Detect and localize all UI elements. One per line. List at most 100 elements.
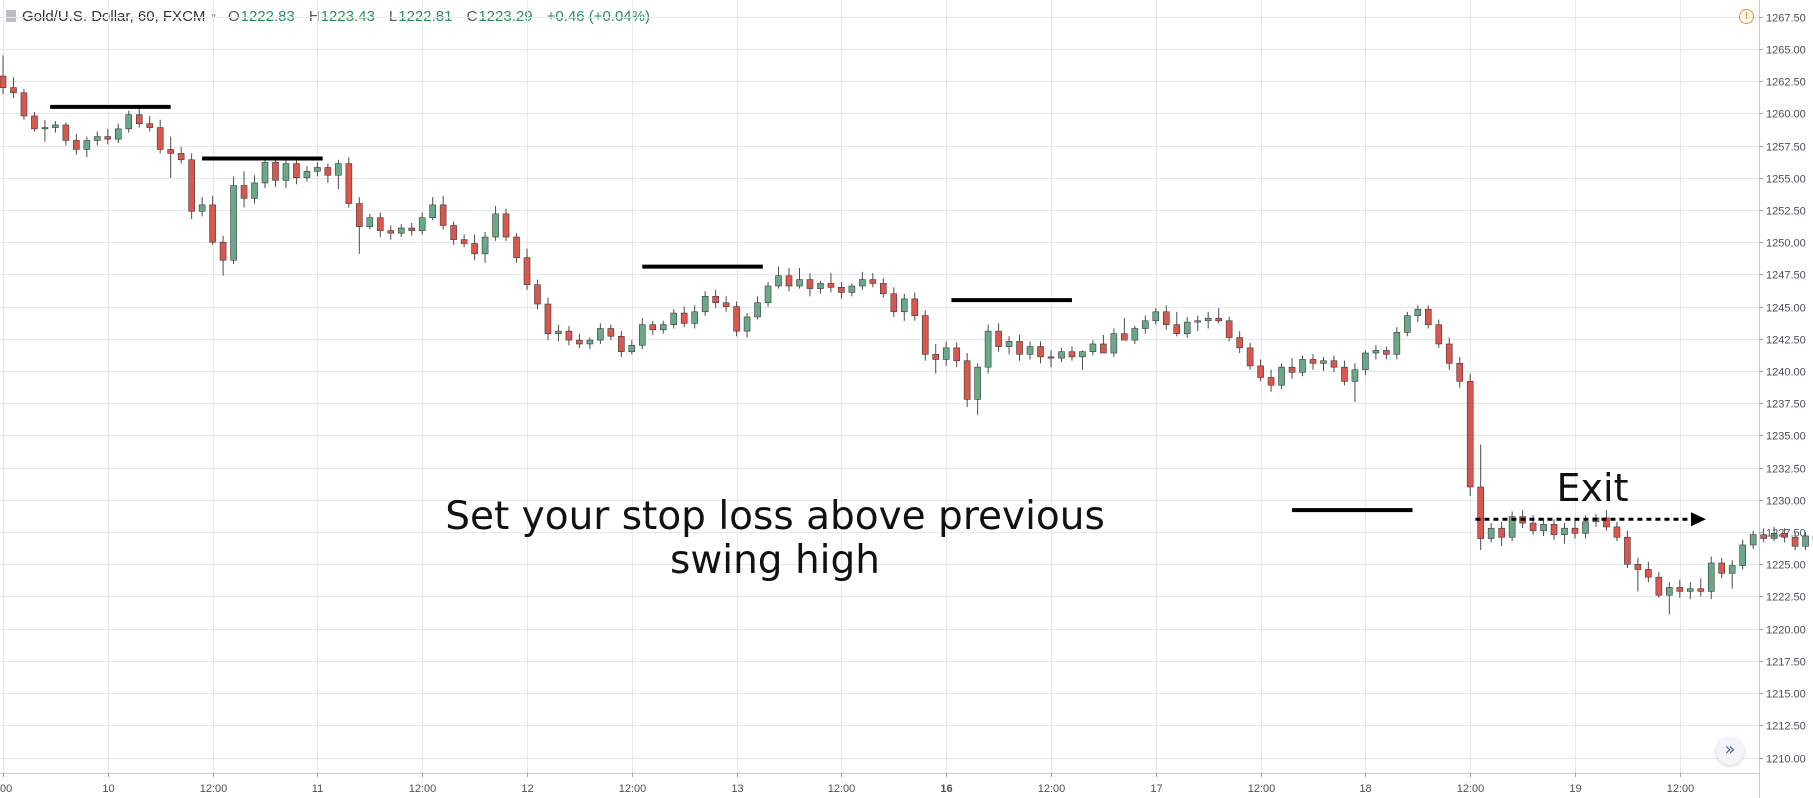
candle-down [1162,311,1170,325]
price-tick-label: 1267.50 [1766,13,1806,25]
price-tick-label: 1237.50 [1766,399,1806,411]
candle-up [1393,332,1401,355]
open-value: 1222.83 [240,7,295,25]
symbol-square-icon [6,10,16,22]
candle-down [680,312,688,324]
candle-up [1508,516,1516,538]
candle-up [1152,311,1160,322]
time-tick-label: 10 [102,783,114,795]
candle-down [869,279,877,284]
candle-down [1257,365,1264,378]
price-tick-label: 1262.50 [1766,77,1806,89]
candle-down [376,217,384,231]
time-tick-label: 12:00 [1248,783,1276,795]
candle-down [1498,527,1505,538]
candle-up [984,330,992,368]
price-tick-label: 1222.50 [1766,592,1806,604]
price-tick-label: 1247.50 [1766,270,1806,282]
symbol-title[interactable]: Gold/U.S. Dollar, 60, FXCM [22,7,206,25]
candle-down [167,149,174,154]
time-tick-label: 12:00 [619,783,647,795]
price-tick-label: 1240.00 [1766,367,1806,379]
candle-up [1110,333,1118,354]
candle-down [880,283,887,295]
candle-down [62,124,70,141]
time-tick-label: 12:00 [1667,783,1695,795]
price-tick-label: 1232.50 [1766,464,1806,476]
high-label: H [308,7,320,25]
candle-down [1037,346,1044,358]
candle-down [1613,526,1621,538]
candle-down [1383,350,1390,355]
candle-down [502,213,510,238]
candle-down [1435,324,1443,345]
candle-up [1320,360,1327,364]
candle-down [953,347,960,362]
candle-down [177,153,185,161]
candle-down [272,162,279,181]
chart-grid [0,0,1759,773]
candle-down [534,284,541,305]
candle-down [1571,527,1579,534]
candle-down [1781,533,1788,538]
candle-down [209,204,216,243]
candle-down [513,236,520,258]
candle-down [450,225,457,240]
candle-up [1686,588,1694,592]
candle-up [859,279,866,287]
candle-down [135,114,143,124]
price-tick-label: 1257.50 [1766,142,1806,154]
close-label: C [466,7,478,25]
candle-down [838,286,845,293]
candle-down [460,239,468,244]
candle-up [628,344,636,353]
candle-down [1173,324,1181,334]
candle-down [188,159,195,212]
candle-up [743,316,751,332]
candle-up [1299,359,1306,373]
candle-down [733,306,740,332]
candle-up [429,204,436,219]
candle-up [848,285,856,293]
candle-down [1121,333,1128,341]
high-value: 1223.43 [320,7,375,25]
candle-up [691,311,698,324]
candle-up [418,217,426,231]
candle-up [1079,351,1086,358]
candle-down [10,87,17,94]
time-tick-label: 12:00 [828,783,856,795]
candle-down [1309,359,1317,364]
candle-up [900,298,908,313]
candle-down [911,298,919,316]
candle-down [345,163,353,204]
candle-up [198,204,206,212]
exit-annotation: Exit [1556,466,1629,510]
low-value: 1222.81 [398,7,453,25]
candle-up [335,163,342,176]
candle-down [1330,360,1338,368]
candle-down [104,136,112,140]
alert-icon[interactable]: ! [1739,9,1754,24]
candle-up [1142,320,1149,329]
candle-down [73,140,80,150]
candle-down [1016,341,1023,355]
candle-down [1760,534,1767,539]
candle-down [20,92,28,117]
low-label: L [388,7,398,25]
price-tick-label: 1250.00 [1766,238,1806,250]
candle-down [1655,576,1663,596]
candle-down [146,123,154,128]
candle-down [785,275,793,287]
candle-up [670,312,678,325]
scroll-to-realtime-button[interactable]: » [1716,737,1744,765]
time-tick-label: 18 [1359,783,1371,795]
candle-down [649,324,657,331]
candle-up [1278,366,1285,386]
candle-down [890,293,898,313]
annotation-overlays [50,104,1706,527]
candle-down [1445,343,1453,364]
candle-up [1404,315,1411,333]
candle-down [1424,308,1432,325]
